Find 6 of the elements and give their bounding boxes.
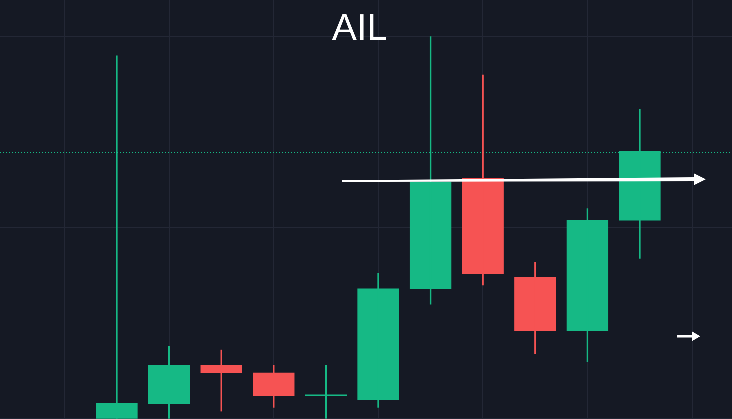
chart-title: AIL [332, 7, 388, 48]
candlestick [358, 274, 400, 408]
candlestick [253, 365, 295, 408]
candlestick [200, 350, 242, 412]
candlestick [514, 262, 556, 354]
candlestick [148, 346, 190, 419]
